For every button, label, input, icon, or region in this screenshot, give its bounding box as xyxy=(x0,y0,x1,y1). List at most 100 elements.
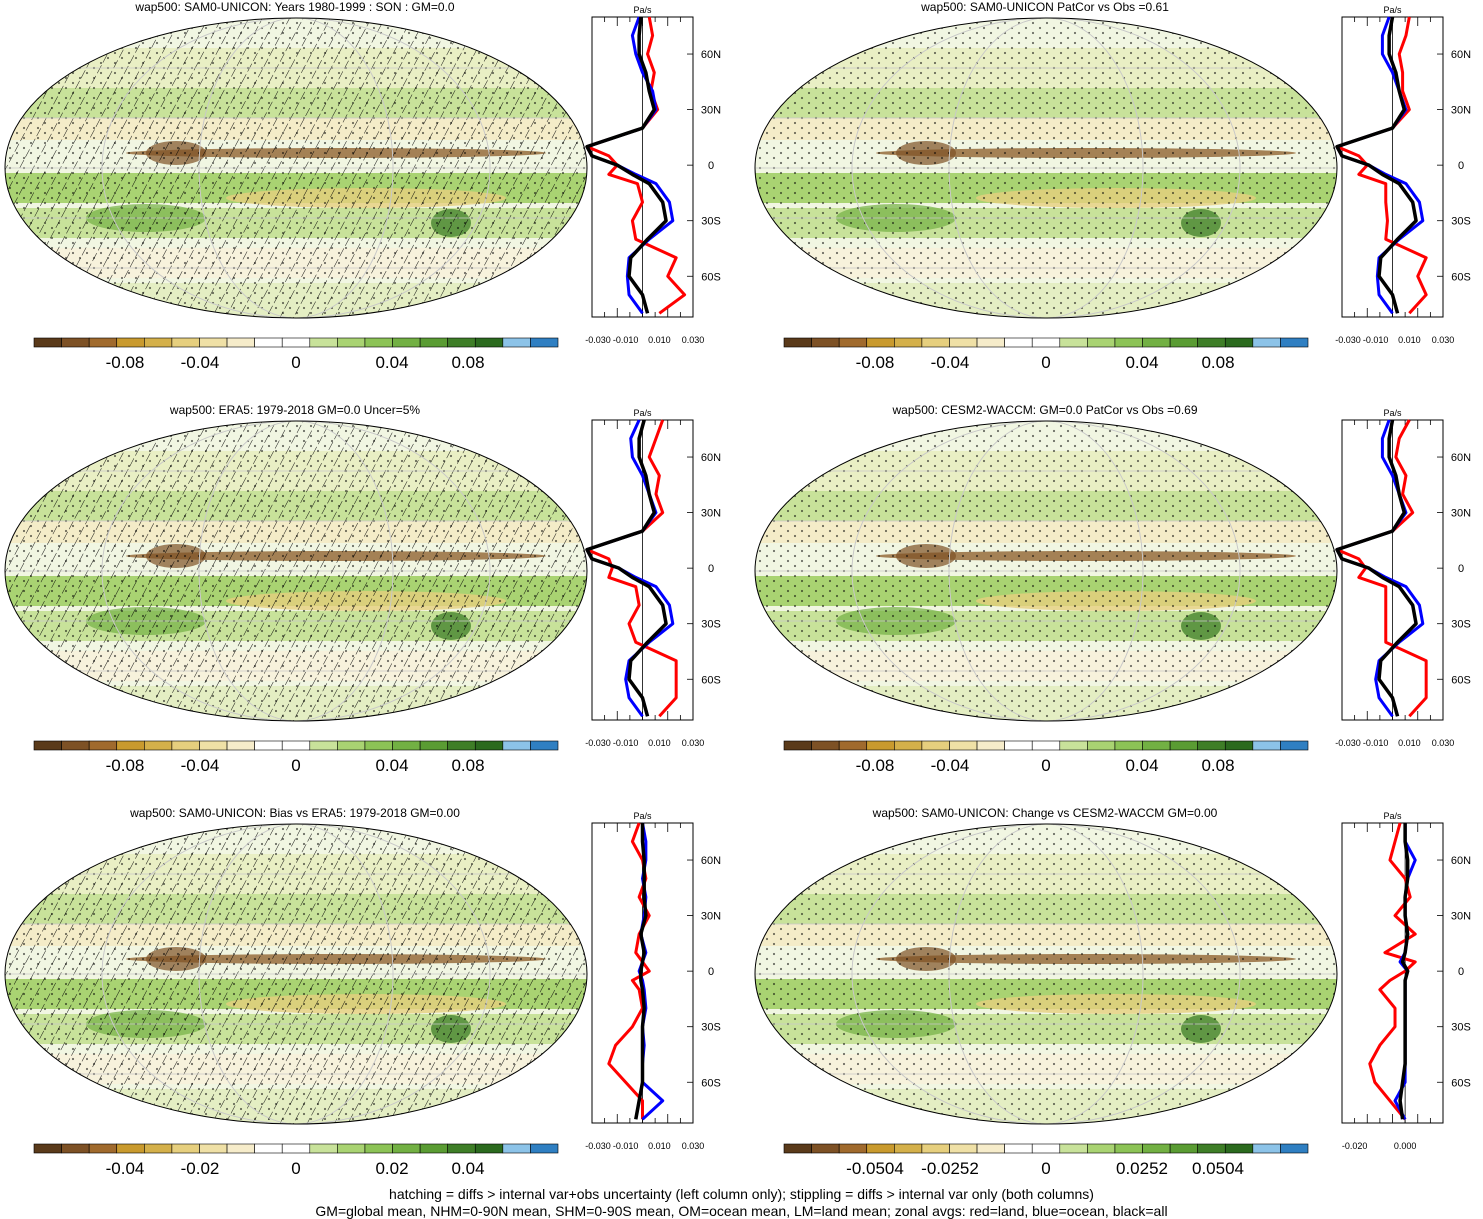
colorbar-swatch xyxy=(474,740,504,751)
colorbar-swatch xyxy=(447,337,476,348)
colorbar-swatch xyxy=(61,337,90,348)
zonal-all-line xyxy=(1335,16,1418,314)
colorbar-swatch xyxy=(1169,337,1198,348)
colorbar-swatch xyxy=(364,740,393,751)
colorbar-swatch xyxy=(502,740,531,751)
map-title: wap500: SAM0-UNICON: Bias vs ERA5: 1979-… xyxy=(130,806,460,820)
zonal-x-label: 0.000 xyxy=(1394,1141,1417,1151)
colorbar-swatch xyxy=(254,740,283,751)
colorbar-swatch xyxy=(419,337,448,348)
colorbar-swatch xyxy=(1087,740,1116,751)
colorbar-swatch xyxy=(530,1143,559,1154)
colorbar-swatch xyxy=(226,740,255,751)
colorbar-swatch xyxy=(1004,1143,1033,1154)
colorbar-swatch xyxy=(61,740,90,751)
colorbar-swatch xyxy=(144,337,173,348)
zonal-unit: Pa/s xyxy=(1383,5,1402,15)
zonal-x-label: 0.010 xyxy=(1398,335,1421,345)
colorbar-label: -0.04 xyxy=(181,756,220,775)
zonal-y-label: 60N xyxy=(701,49,721,61)
zonal-unit: Pa/s xyxy=(633,811,652,821)
colorbar-swatch xyxy=(866,740,895,751)
zonal-y-label: 30N xyxy=(701,911,721,923)
map-field xyxy=(5,421,587,721)
colorbar-swatch xyxy=(392,1143,421,1154)
colorbar-swatch xyxy=(1169,1143,1198,1154)
colorbar-swatch xyxy=(474,337,504,348)
zonal-y-label: 30N xyxy=(701,105,721,117)
zonal-land-line xyxy=(1368,822,1417,1121)
zonal-x-label: 0.030 xyxy=(682,335,705,345)
zonal-x-label: 0.010 xyxy=(648,335,671,345)
colorbar-swatch xyxy=(281,337,311,348)
zonal-x-label: -0.030 xyxy=(585,738,611,748)
colorbar-swatch xyxy=(226,1143,255,1154)
colorbar-label: 0.08 xyxy=(1201,756,1234,775)
colorbar-swatch xyxy=(1004,337,1033,348)
colorbar-swatch xyxy=(337,337,366,348)
colorbar-swatch xyxy=(337,1143,366,1154)
colorbar-swatch xyxy=(33,337,62,348)
map-outline xyxy=(754,823,1338,1125)
colorbar-label: 0 xyxy=(291,353,300,372)
colorbar-label: -0.04 xyxy=(931,353,970,372)
colorbar-swatch xyxy=(1031,740,1061,751)
colorbar-swatch xyxy=(949,1143,978,1154)
panel-svg: -0.04 -0.02 0 0.02 0.04 Pa/s 60N 30N 0 30S 60S -0.0… xyxy=(4,811,721,1178)
zonal-x-label: -0.030 xyxy=(1335,738,1361,748)
colorbar-swatch xyxy=(88,1143,118,1154)
zonal-y-label: 60S xyxy=(1451,1077,1471,1089)
colorbar-label: 0.08 xyxy=(1201,353,1234,372)
colorbar-swatch xyxy=(1280,1143,1309,1154)
colorbar-swatch xyxy=(1252,740,1281,751)
map-outline xyxy=(4,823,588,1125)
panel-svg: -0.08 -0.04 0 0.04 0.08 Pa/s 60N 30N 0 30S 60S -0.0… xyxy=(4,408,721,775)
colorbar-swatch xyxy=(1114,1143,1143,1154)
map-title: wap500: SAM0-UNICON: Change vs CESM2-WAC… xyxy=(872,806,1218,820)
colorbar-swatch xyxy=(949,740,978,751)
colorbar-label: 0.04 xyxy=(1125,756,1158,775)
colorbar-swatch xyxy=(281,1143,311,1154)
panel-p2: wap500: SAM0-UNICON PatCor vs Obs =0.61-… xyxy=(750,0,1483,380)
panel-p1: wap500: SAM0-UNICON: Years 1980-1999 : S… xyxy=(0,0,733,380)
colorbar-swatch xyxy=(144,740,173,751)
zonal-frame xyxy=(1341,822,1444,1124)
colorbar-swatch xyxy=(254,1143,283,1154)
zonal-y-label: 30N xyxy=(701,508,721,520)
colorbar-swatch xyxy=(1142,740,1171,751)
map-outline xyxy=(754,17,1338,319)
panel-p4: wap500: CESM2-WACCM: GM=0.0 PatCor vs Ob… xyxy=(750,403,1483,783)
map-field xyxy=(5,18,587,318)
colorbar-swatch xyxy=(783,337,812,348)
colorbar-swatch xyxy=(364,1143,393,1154)
colorbar-swatch xyxy=(171,1143,200,1154)
zonal-x-label: 0.030 xyxy=(1432,738,1455,748)
colorbar-swatch xyxy=(502,337,531,348)
colorbar-label: 0.04 xyxy=(375,353,408,372)
zonal-y-label: 60S xyxy=(1451,674,1471,686)
colorbar-swatch xyxy=(1197,337,1226,348)
zonal-x-label: -0.010 xyxy=(613,335,639,345)
colorbar-swatch xyxy=(1252,337,1281,348)
zonal-y-label: 60S xyxy=(701,674,721,686)
colorbar-swatch xyxy=(811,740,840,751)
zonal-x-label: 0.010 xyxy=(648,1141,671,1151)
zonal-unit: Pa/s xyxy=(1383,811,1402,821)
zonal-y-label: 30S xyxy=(701,216,721,228)
panel-svg: -0.0504 -0.0252 0 0.0252 0.0504 Pa/s 60N 30N 0 30… xyxy=(754,811,1471,1178)
colorbar-swatch xyxy=(281,740,311,751)
map-outline xyxy=(754,420,1338,722)
colorbar-swatch xyxy=(1142,1143,1171,1154)
zonal-y-label: 30S xyxy=(1451,1022,1471,1034)
zonal-y-label: 0 xyxy=(1458,160,1464,172)
colorbar-swatch xyxy=(1142,337,1171,348)
colorbar-label: -0.02 xyxy=(181,1159,220,1178)
map-field xyxy=(5,824,587,1124)
map-field xyxy=(755,18,1337,318)
colorbar-label: 0.04 xyxy=(1125,353,1158,372)
colorbar-swatch xyxy=(783,1143,812,1154)
colorbar-swatch xyxy=(1059,740,1088,751)
colorbar-label: -0.08 xyxy=(106,353,145,372)
colorbar-label: 0.02 xyxy=(375,1159,408,1178)
colorbar-swatch xyxy=(502,1143,531,1154)
